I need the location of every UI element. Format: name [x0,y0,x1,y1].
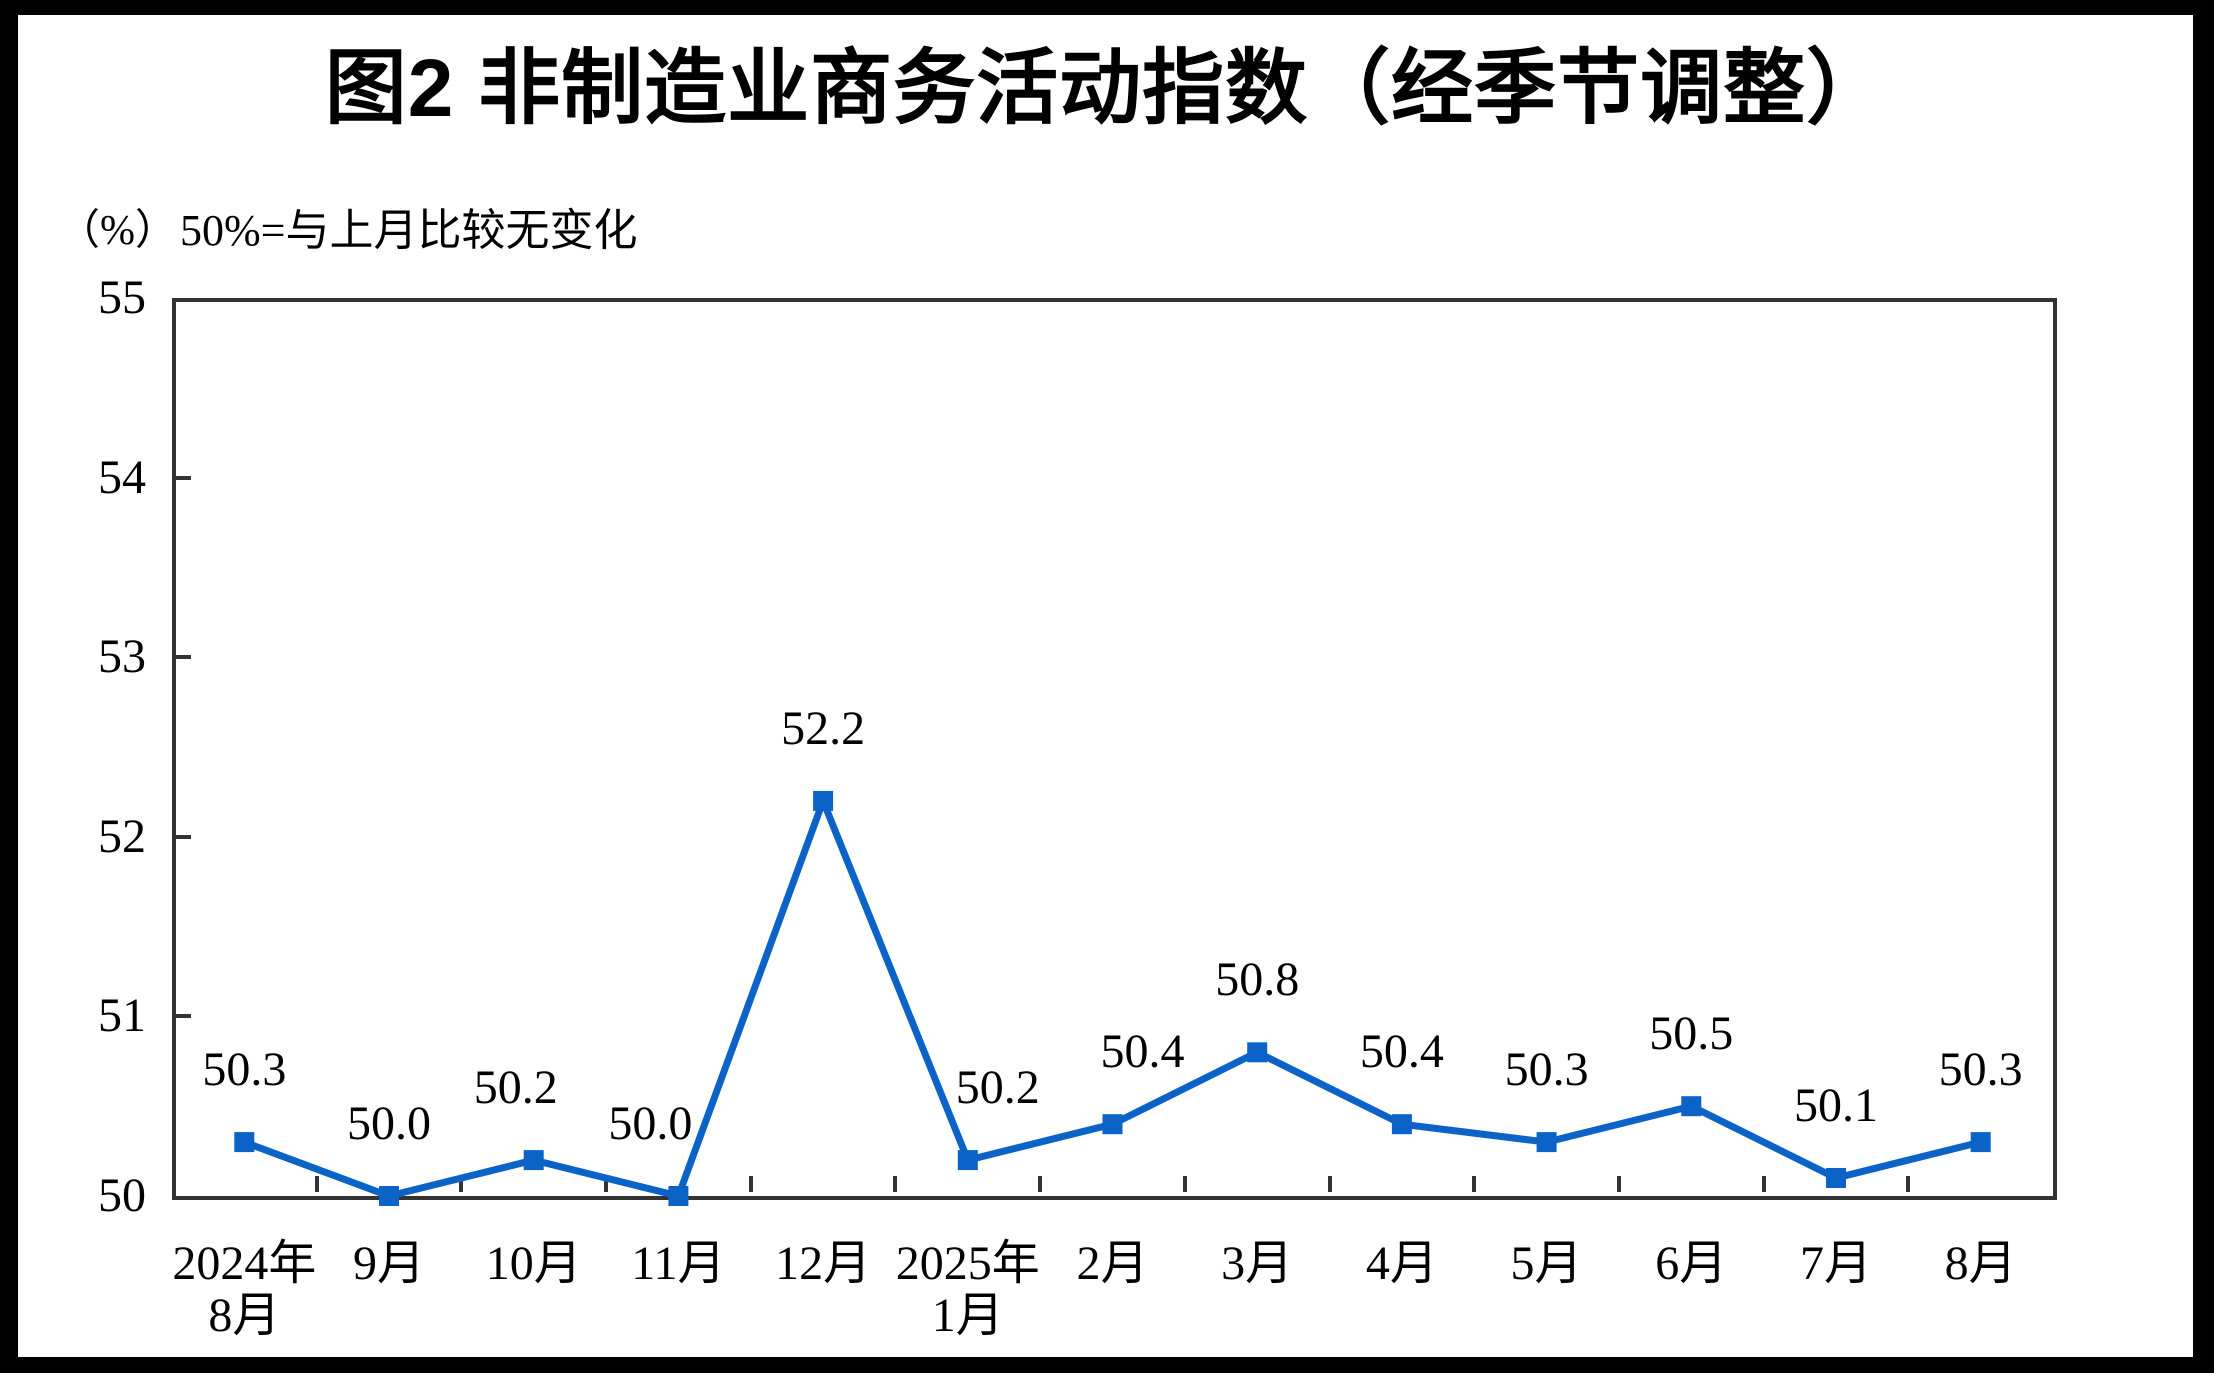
series-line [243,791,1982,1201]
x-axis-tick [1906,1176,1911,1192]
x-axis-label-line: 2025年 [895,1237,1040,1290]
x-axis-tick [1327,1176,1332,1192]
data-point-marker [1391,1114,1412,1135]
x-axis-label-line: 5月 [1510,1237,1583,1290]
x-axis-label-line: 12月 [775,1237,872,1290]
x-axis-label: 2025年 1月 [868,1238,1068,1342]
y-axis-tick [176,834,191,839]
data-point-label: 50.3 [202,1043,287,1097]
y-axis-label: 50 [98,1169,146,1222]
y-axis-label: 55 [98,271,146,324]
x-axis-label-line: 6月 [1655,1237,1728,1290]
x-axis-tick [748,1176,753,1192]
x-axis-label: 11月 [578,1238,778,1290]
data-point-label: 52.2 [781,701,866,755]
x-axis-tick [1472,1176,1477,1192]
x-axis-tick [459,1176,464,1192]
x-axis-label-line: 10月 [485,1237,582,1290]
data-point-label: 50.0 [347,1097,432,1150]
data-point-label: 50.1 [1793,1079,1878,1133]
y-axis-label: 53 [98,630,146,684]
data-point-label: 50.3 [1938,1043,2023,1097]
x-axis-label: 8月 [1881,1238,2081,1290]
data-point-label: 50.8 [1215,953,1300,1007]
data-point-label: 50.5 [1649,1007,1734,1061]
y-axis-tick [176,655,191,660]
x-axis-tick [604,1176,609,1192]
data-point-marker [957,1150,978,1171]
x-axis-label: 6月 [1591,1238,1791,1290]
x-axis-label-line: 8月 [208,1289,281,1342]
x-axis-label: 5月 [1447,1238,1647,1290]
plot-area-border [172,298,2057,1200]
x-axis-label-line: 1月 [931,1289,1004,1342]
x-axis-label-line: 3月 [1221,1237,1294,1290]
x-axis-tick [893,1176,898,1192]
data-point-label: 50.2 [473,1061,558,1115]
data-point-marker [668,1186,689,1206]
y-axis-tick [176,475,191,480]
x-axis-tick [1616,1176,1621,1192]
data-point-marker [523,1150,544,1171]
data-point-marker [1247,1042,1268,1063]
x-axis-label-line: 7月 [1799,1237,1872,1290]
x-axis-label: 3月 [1157,1238,1357,1290]
data-point-label: 50.3 [1504,1043,1589,1097]
data-point-label: 50.0 [608,1097,693,1150]
fifty-percent-note: 50%=与上月比较无变化 [180,206,638,255]
data-point-marker [1970,1132,1991,1153]
x-axis-tick [1182,1176,1187,1192]
chart-title: 图2 非制造业商务活动指数（经季节调整） [324,43,1890,134]
y-axis-unit-label: （%） [58,208,177,254]
y-axis-label: 54 [98,450,146,504]
data-point-label: 50.4 [1359,1025,1444,1079]
data-point-marker [1102,1114,1123,1135]
x-axis-label-line: 11月 [631,1237,726,1290]
x-axis-label-line: 2024年 [172,1237,317,1290]
data-point-marker [1681,1096,1702,1117]
y-axis-label: 52 [98,809,146,863]
x-axis-tick [1038,1176,1043,1192]
x-axis-label: 7月 [1736,1238,1936,1290]
x-axis-label: 9月 [289,1238,489,1290]
data-point-marker [1536,1132,1557,1153]
x-axis-label-line: 8月 [1944,1237,2017,1290]
x-axis-label-line: 2月 [1076,1237,1149,1290]
x-axis-label: 12月 [723,1238,923,1290]
x-axis-label: 10月 [434,1238,634,1290]
x-axis-tick [314,1176,319,1192]
data-point-marker [379,1186,399,1206]
y-axis-label: 51 [98,989,146,1043]
data-point-label: 50.2 [955,1061,1040,1115]
y-axis-tick [176,1014,191,1019]
x-axis-label: 2月 [1013,1238,1213,1290]
data-point-label: 50.4 [1100,1025,1185,1079]
data-point-marker [1826,1168,1846,1188]
data-point-marker [813,790,834,811]
x-axis-label: 4月 [1302,1238,1502,1290]
data-point-marker [234,1132,255,1153]
x-axis-label: 2024年 8月 [144,1238,344,1342]
x-axis-tick [1761,1176,1766,1192]
x-axis-label-line: 4月 [1365,1237,1438,1290]
x-axis-label-line: 9月 [353,1237,426,1290]
